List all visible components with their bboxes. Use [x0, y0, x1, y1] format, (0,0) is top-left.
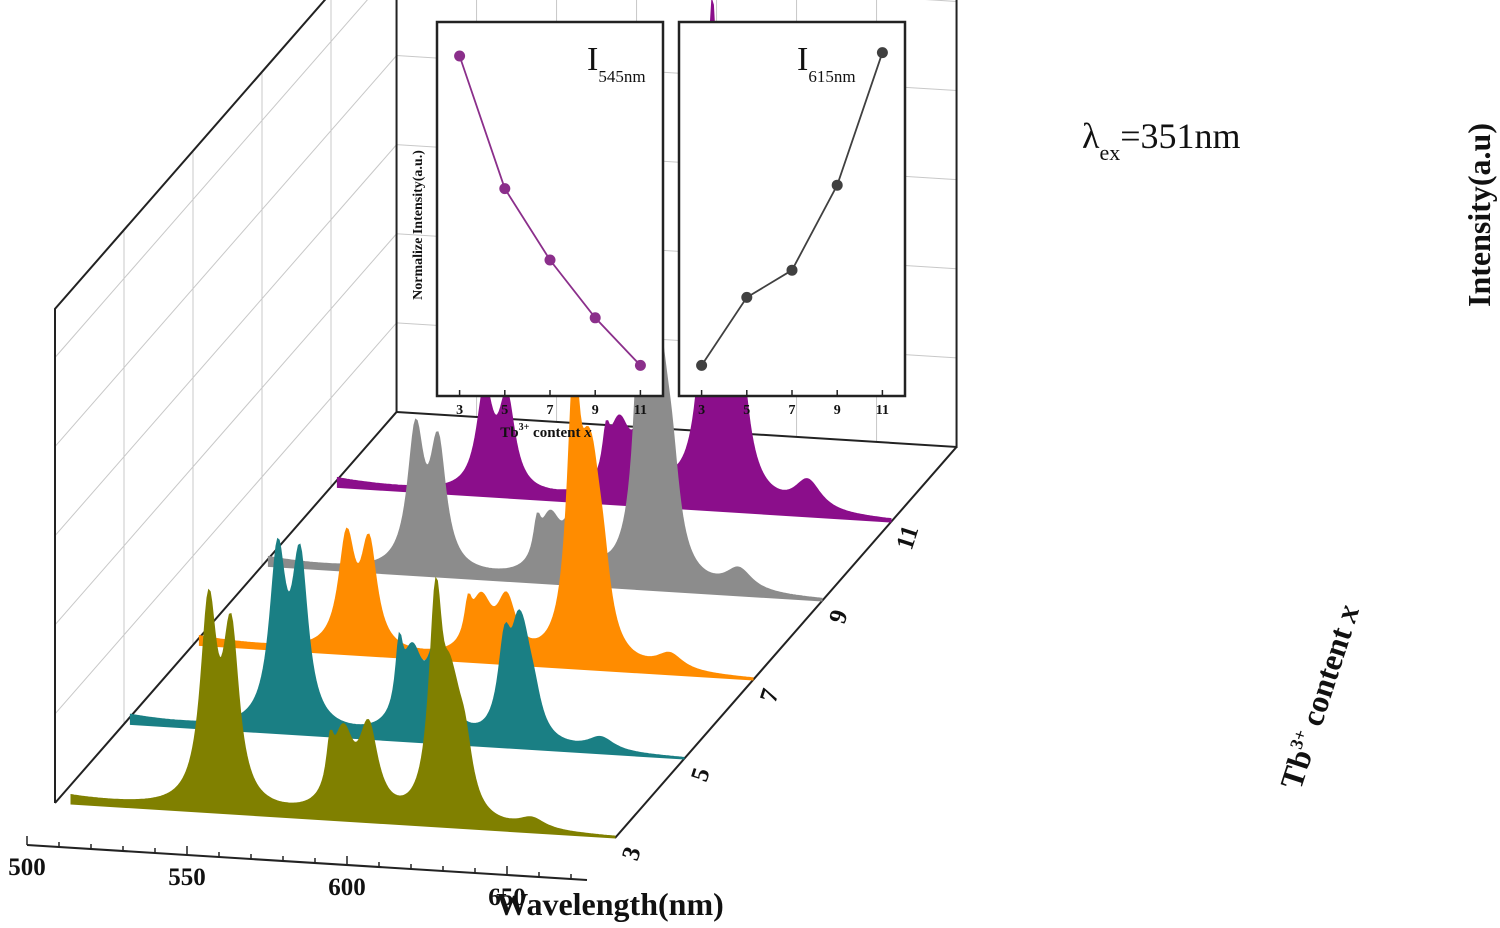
depth-tick-label: 11 — [891, 522, 924, 553]
inset-tick-label: 9 — [592, 403, 599, 418]
depth-tick-label: 7 — [755, 686, 785, 706]
depth-tick-label: 9 — [824, 607, 854, 627]
inset-plot-2: 3 5 7 9 11 I615nm — [677, 20, 907, 418]
inset-point — [876, 47, 888, 59]
inset-x-label-sup: 3+ — [519, 422, 530, 433]
x-tick-label: 650 — [488, 884, 526, 911]
inset-point — [454, 50, 466, 62]
inset-point — [589, 312, 601, 324]
x-tick-label: 550 — [168, 864, 206, 891]
inset-title-sub: 545nm — [598, 67, 645, 86]
inset-title-sub: 615nm — [808, 67, 855, 86]
inset-plot-1: 3 5 7 9 11 I545nm — [435, 20, 665, 418]
inset-tick-label: 5 — [501, 403, 508, 418]
excitation-lambda: λ — [1082, 116, 1100, 156]
inset-frame — [677, 20, 907, 398]
inset-tick-label: 7 — [789, 403, 796, 418]
depth-axis-title-main: Tb — [1273, 745, 1319, 793]
depth-tick-label: 3 — [617, 844, 647, 864]
inset-point — [741, 291, 753, 303]
left-wall — [54, 0, 398, 804]
z-axis-title: Intensity(a.u) — [1461, 123, 1497, 307]
excitation-annotation: λex=351nm — [1082, 116, 1241, 165]
x-axis-title: Wavelength(nm) — [496, 886, 724, 922]
excitation-sub: ex — [1099, 140, 1120, 165]
grid-line — [54, 0, 957, 358]
inset-point — [544, 254, 556, 266]
inset-x-label-rest: content — [529, 425, 584, 441]
depth-axis-title-rest: content — [1291, 615, 1361, 738]
inset-tick-label: 3 — [456, 403, 463, 418]
inset-y-label: Normalize Intensity(a.u.) — [411, 150, 426, 300]
inset-tick-label: 7 — [547, 403, 554, 418]
x-axis-line — [26, 844, 588, 881]
inset-tick-label: 11 — [876, 403, 889, 418]
depth-axis-title: Tb3+ content x — [1273, 600, 1366, 793]
inset-point — [634, 359, 646, 371]
inset-point — [786, 264, 798, 276]
inset-title-main: I — [587, 41, 598, 78]
inset-tick-label: 5 — [743, 403, 750, 418]
inset-title-main: I — [797, 41, 808, 78]
inset-tick-label: 9 — [834, 403, 841, 418]
inset-point — [696, 359, 708, 371]
x-tick-label: 600 — [328, 874, 366, 901]
inset-title: I545nm — [587, 41, 646, 86]
floor-right-edge — [614, 446, 958, 839]
excitation-value: =351nm — [1120, 116, 1240, 156]
inset-tick-label: 11 — [634, 403, 647, 418]
spectra-series — [70, 0, 892, 839]
back-wall — [396, 0, 958, 449]
inset-tick-label: 3 — [698, 403, 705, 418]
x-tick-label: 500 — [8, 854, 46, 881]
inset-x-label: Tb3+ content x — [500, 422, 592, 441]
depth-tick-label: 5 — [686, 765, 716, 785]
inset-x-label-var: x — [583, 425, 592, 441]
inset-title: I615nm — [797, 41, 856, 86]
spectrum-series-3 — [70, 576, 616, 839]
inset-point — [499, 183, 511, 195]
inset-point — [831, 179, 843, 191]
inset-x-label-main: Tb — [500, 425, 518, 441]
